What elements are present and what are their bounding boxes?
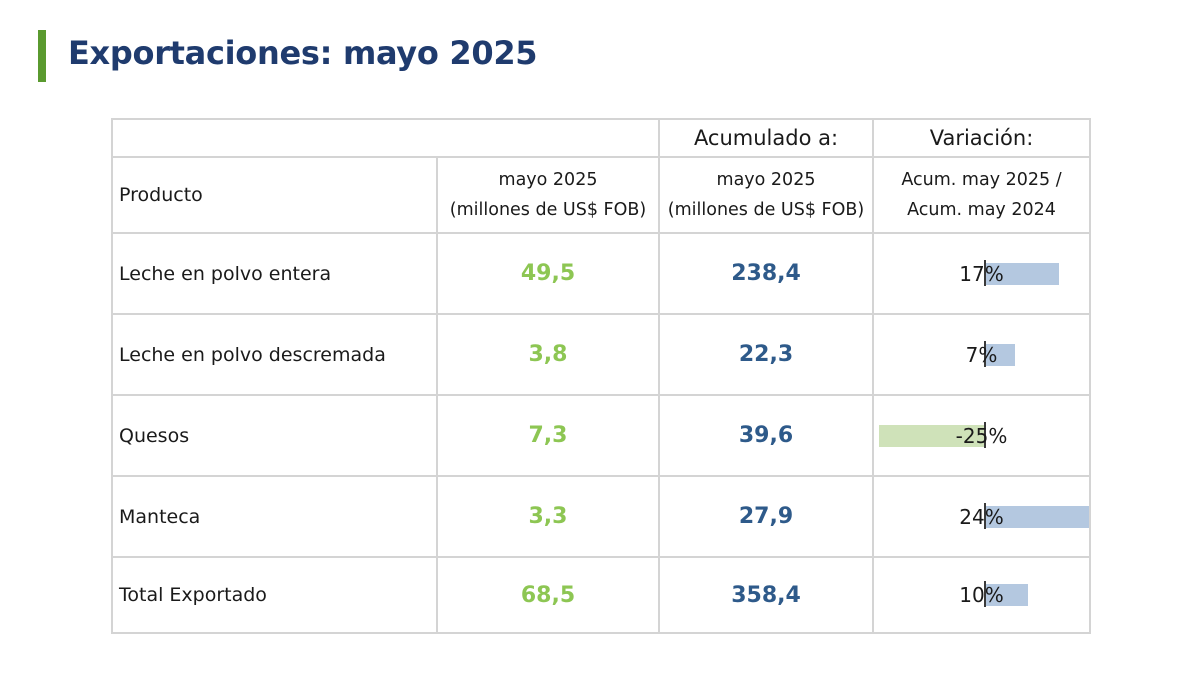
row-variacion-cell: 7% [872,313,1091,396]
row-variacion-value: 17% [959,261,1004,286]
row-mayo-value: 7,3 [436,394,660,477]
row-producto: Leche en polvo descremada [111,313,438,396]
exports-table: Acumulado a: Variación: Producto mayo 20… [111,118,1091,634]
table-row: Leche en polvo descremada 3,8 22,3 7% [111,313,1091,396]
row-variacion-value: 7% [965,342,998,367]
row-variacion-cell: 24% [872,475,1091,558]
row-mayo-value: 68,5 [436,556,660,634]
row-mayo-value: 3,3 [436,475,660,558]
header-empty-cell [111,118,660,158]
row-producto: Leche en polvo entera [111,232,438,315]
header-var: Acum. may 2025 / Acum. may 2024 [872,156,1091,234]
header-producto: Producto [111,156,438,234]
row-variacion-value: 10% [959,583,1004,607]
variation-axis [984,340,986,367]
header-acumulado: Acumulado a: [658,118,874,158]
table-row: Leche en polvo entera 49,5 238,4 17% [111,232,1091,315]
title-accent-bar [38,30,46,82]
variation-axis [984,259,986,286]
row-acum-value: 238,4 [658,232,874,315]
header-mayo: mayo 2025 (millones de US$ FOB) [436,156,660,234]
table-header-top-row: Acumulado a: Variación: [111,118,1091,158]
variation-axis [984,421,986,448]
variation-axis [984,502,986,529]
variation-bar [984,262,1059,285]
table-row-total: Total Exportado 68,5 358,4 10% [111,556,1091,634]
row-variacion-value: -25% [955,423,1008,448]
row-mayo-value: 3,8 [436,313,660,396]
table-header-sub-row: Producto mayo 2025 (millones de US$ FOB)… [111,156,1091,234]
header-mayo-line2: (millones de US$ FOB) [449,200,647,220]
row-acum-value: 27,9 [658,475,874,558]
table-row: Manteca 3,3 27,9 24% [111,475,1091,558]
header-mayo-line1: mayo 2025 [498,170,598,190]
row-mayo-value: 49,5 [436,232,660,315]
header-var-line1: Acum. may 2025 / [901,170,1062,190]
header-acum: mayo 2025 (millones de US$ FOB) [658,156,874,234]
row-acum-value: 22,3 [658,313,874,396]
variation-bar [984,584,1028,606]
row-producto: Manteca [111,475,438,558]
row-producto: Total Exportado [111,556,438,634]
table-row: Quesos 7,3 39,6 -25% [111,394,1091,477]
row-variacion-cell: -25% [872,394,1091,477]
row-producto: Quesos [111,394,438,477]
row-variacion-cell: 10% [872,556,1091,634]
header-acum-line2: (millones de US$ FOB) [667,200,865,220]
variation-bar [984,343,1015,366]
header-acum-line1: mayo 2025 [716,170,816,190]
page-title: Exportaciones: mayo 2025 [68,34,538,72]
row-variacion-value: 24% [959,504,1004,529]
variation-bar [984,505,1089,528]
variation-axis [984,581,986,607]
row-acum-value: 39,6 [658,394,874,477]
row-variacion-cell: 17% [872,232,1091,315]
header-var-line2: Acum. may 2024 [907,200,1056,220]
variation-bar [879,424,984,447]
row-acum-value: 358,4 [658,556,874,634]
header-variacion: Variación: [872,118,1091,158]
